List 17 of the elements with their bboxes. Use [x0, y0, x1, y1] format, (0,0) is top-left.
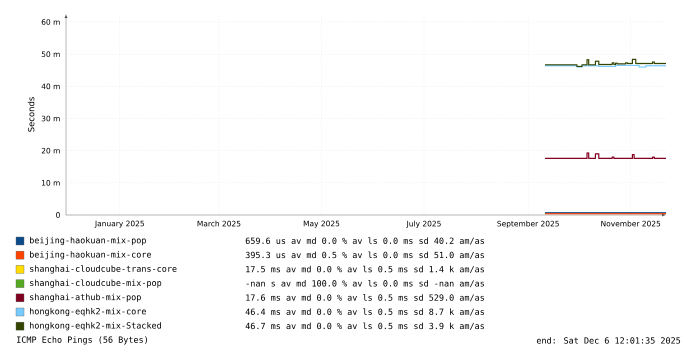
text: 46.4 ms av md 0.0 % av ls 0.5 ms sd 8.7 k am/as [246, 308, 484, 316]
legend-label: beijing-haokuan-mix-core [30, 251, 152, 260]
text: 17.6 ms av md 0.0 % av ls 0.5 ms sd 529.0 am/as [246, 294, 484, 302]
legend-label: shanghai-cloudcube-mix-pop [30, 279, 162, 288]
legend-label: shanghai-athub-mix-pop [30, 294, 141, 302]
text: 17.5 ms av md 0.0 % av ls 0.5 ms sd 1.4 k am/as [246, 266, 484, 274]
legend-label: beijing-haokuan-mix-pop [30, 236, 146, 246]
legend-label: hongkong-eqhk2-mix-core [30, 308, 146, 316]
legend-label: hongkong-eqhk2-mix-Stacked [30, 322, 161, 330]
text: -nan s av md 100.0 % av ls 0.0 ms sd -nan am/as [246, 280, 484, 288]
text: end: Sat Dec 6 12:01:35 2025 [536, 337, 680, 344]
text: 659.6 us av md 0.0 % av ls 0.0 ms sd 40.2 am/as [246, 237, 484, 245]
text: ICMP Echo Pings (56 Bytes) [17, 336, 147, 345]
text: 395.3 us av md 0.5 % av ls 0.0 ms sd 51.0 am/as [246, 252, 484, 259]
y-axis-title: Seconds [28, 97, 34, 132]
legend-label: shanghai-cloudcube-trans-core [30, 265, 177, 274]
text: 46.7 ms av md 0.0 % av ls 0.5 ms sd 3.9 k am/as [246, 322, 484, 330]
